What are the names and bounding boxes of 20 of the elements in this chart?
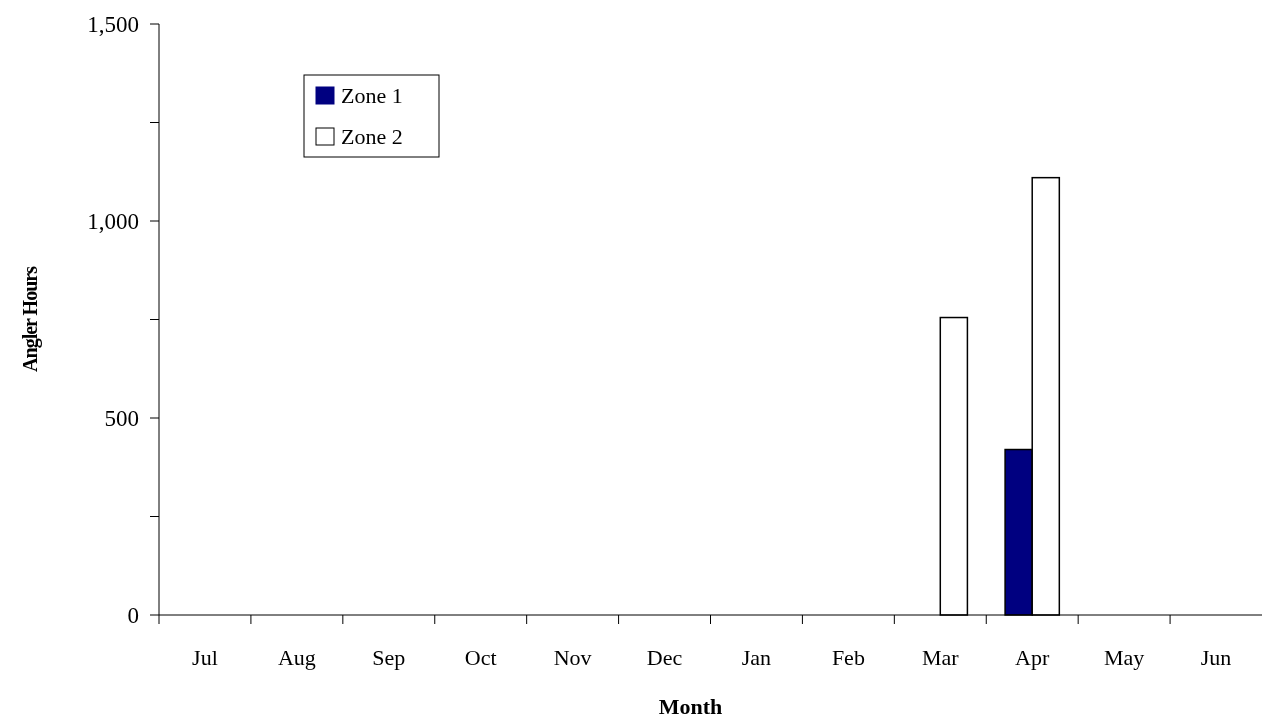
y-tick-label: 500 <box>104 406 139 432</box>
x-tick-label: Jan <box>741 645 772 670</box>
x-tick-label: Jul <box>192 645 218 670</box>
x-tick-label: Dec <box>646 645 683 670</box>
x-axis-title: Month <box>658 694 723 719</box>
x-tick-label: Jun <box>1200 645 1232 670</box>
legend-label: Zone 1 <box>341 83 403 108</box>
x-tick-label: Sep <box>372 645 406 670</box>
y-tick-label: 0 <box>127 603 139 629</box>
x-tick-label: May <box>1103 645 1145 670</box>
x-tick-label: Feb <box>831 645 865 670</box>
x-tick-label: Nov <box>553 645 592 670</box>
y-tick-label: 1,500 <box>87 12 139 38</box>
x-tick-label: Oct <box>464 645 497 670</box>
y-tick-label: 1,000 <box>87 209 139 235</box>
legend-label: Zone 2 <box>341 124 403 149</box>
x-tick-label: Mar <box>921 645 960 670</box>
y-axis-title: Angler Hours <box>19 265 42 372</box>
x-tick-label: Aug <box>277 645 316 670</box>
x-tick-label: Apr <box>1015 645 1050 670</box>
